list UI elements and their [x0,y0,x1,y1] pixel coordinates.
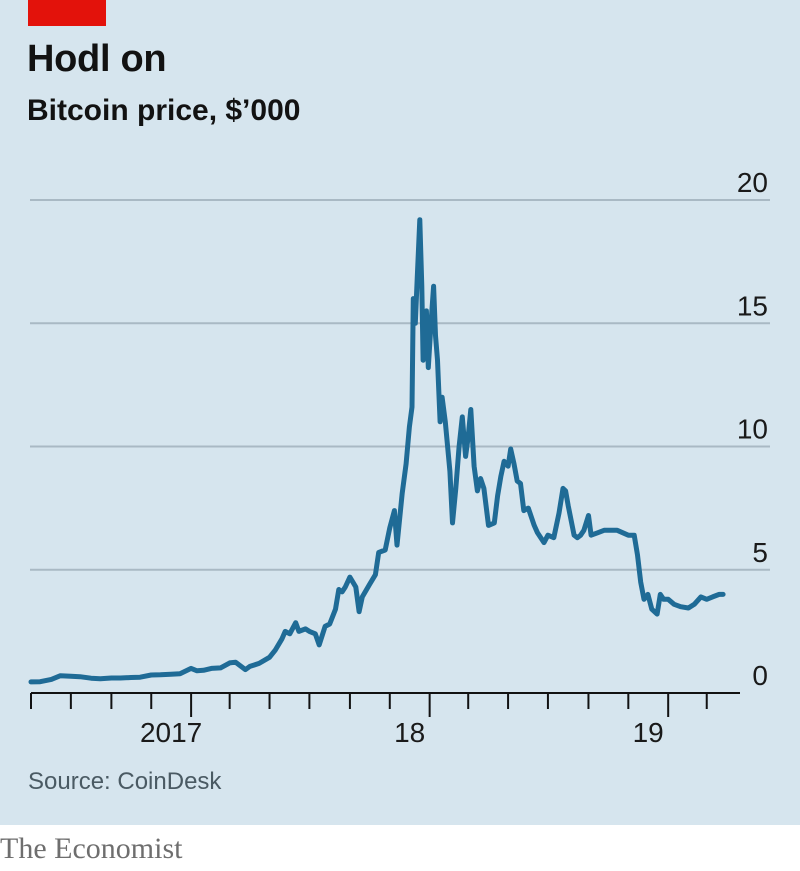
x-tick-label: 18 [394,717,425,748]
brand-red-tag [28,0,106,26]
x-axis [30,692,740,717]
y-tick-label: 20 [737,167,768,198]
y-tick-label: 5 [752,537,768,568]
line-chart: 0 5 10 15 20 2017 18 19 [28,167,770,748]
y-tick-label: 0 [752,660,768,691]
x-tick-label: 19 [633,717,664,748]
chart-subtitle: Bitcoin price, $’000 [27,94,301,127]
y-tick-label: 10 [737,414,768,445]
source-note: Source: CoinDesk [28,768,222,795]
brand-wordmark: The Economist [0,832,183,865]
y-tick-label: 15 [737,290,768,321]
series-line-bitcoin [28,217,726,685]
x-tick-label: 2017 [140,717,202,748]
gridlines [30,199,770,571]
series [28,217,726,685]
y-tick-labels: 0 5 10 15 20 [737,167,768,691]
chart-title: Hodl on [27,38,167,80]
x-tick-labels: 2017 18 19 [140,717,664,748]
chart-panel: Hodl on Bitcoin price, $’000 0 5 10 15 20 20… [0,0,800,825]
